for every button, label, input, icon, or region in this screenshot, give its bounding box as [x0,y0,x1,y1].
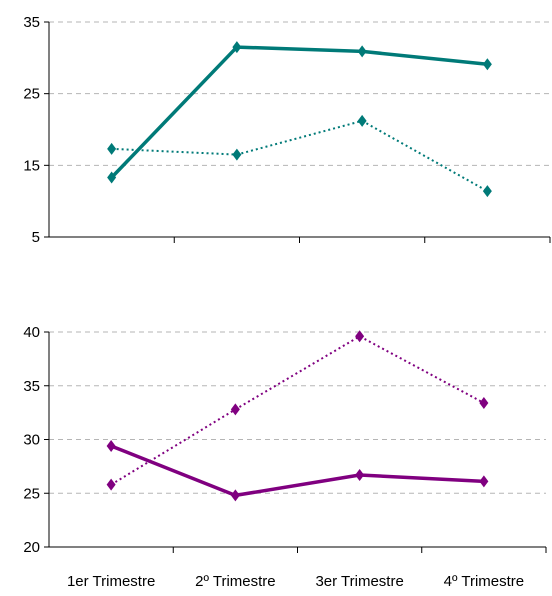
data-point-diamond [107,171,117,184]
y-tick-label: 5 [32,229,40,246]
data-point-diamond [479,475,489,488]
x-tick-label: 3er Trimestre [315,573,403,590]
data-point-diamond [355,468,365,481]
x-tick-label: 4º Trimestre [444,573,525,590]
data-point-diamond [232,148,242,161]
data-point-diamond [106,478,116,491]
data-point-diamond [230,403,240,416]
data-point-diamond [106,439,116,452]
y-tick-label: 20 [23,539,40,556]
y-tick-label: 25 [23,485,40,502]
data-point-diamond [355,330,365,343]
series-line-dotted [110,335,485,486]
data-point-diamond [230,489,240,502]
y-tick-label: 25 [23,86,40,103]
series-line-solid [110,444,484,498]
y-tick-label: 40 [23,324,40,341]
data-point-diamond [232,41,242,54]
y-tick-label: 15 [23,157,40,174]
data-point-diamond [479,396,489,409]
series-line-solid [110,45,488,179]
data-point-diamond [482,185,492,198]
y-tick-label: 35 [23,14,40,31]
y-tick-label: 35 [23,378,40,395]
data-point-diamond [482,58,492,71]
data-point-diamond [357,45,367,58]
data-point-diamond [107,142,117,155]
series-line-dotted [111,119,488,193]
x-tick-label: 1er Trimestre [67,573,155,590]
data-point-diamond [357,114,367,127]
y-tick-label: 30 [23,432,40,449]
x-tick-label: 2º Trimestre [195,573,276,590]
